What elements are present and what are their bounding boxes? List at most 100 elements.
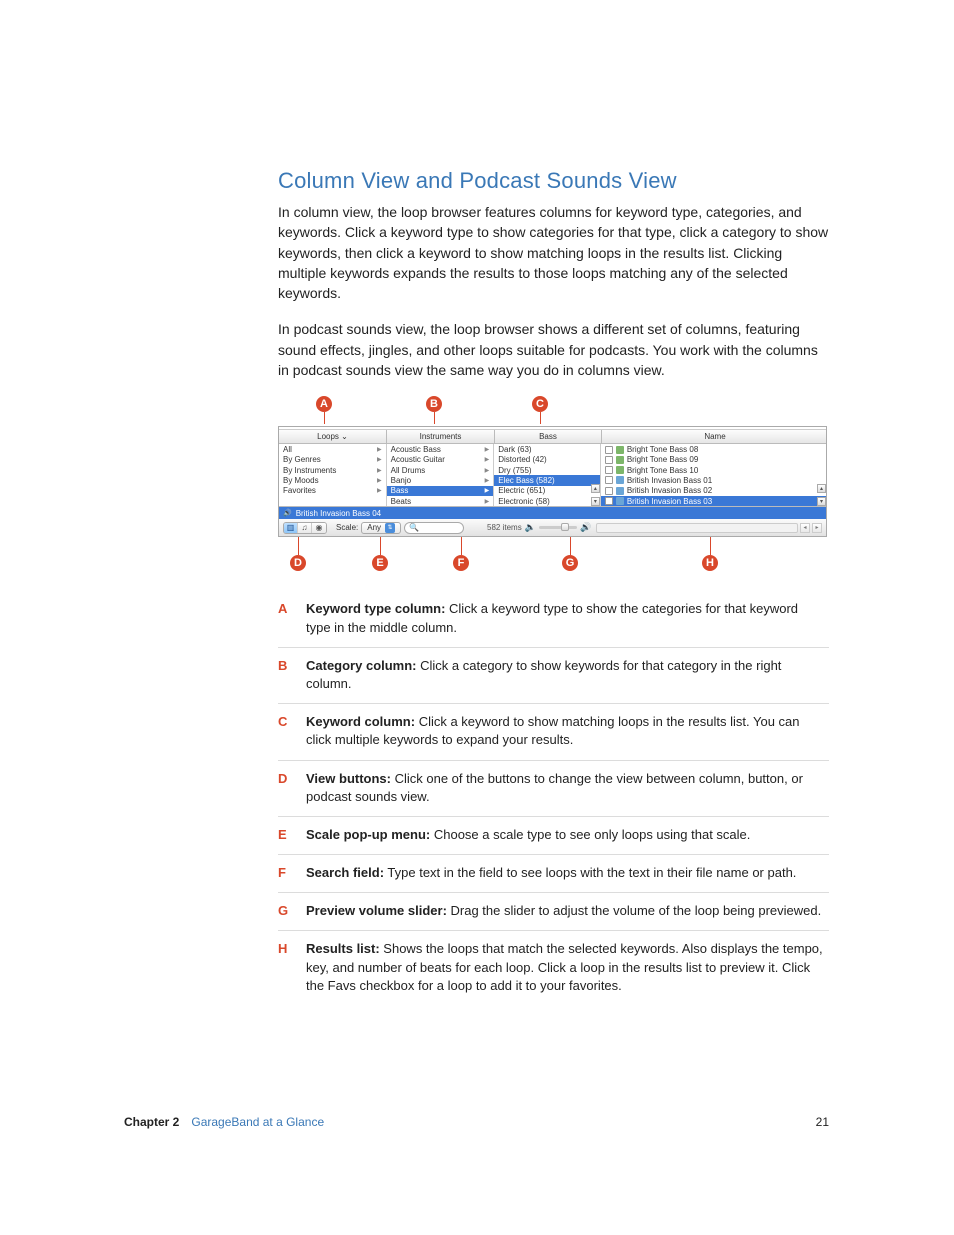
table-row[interactable]: Bright Tone Bass 08 [601, 444, 826, 454]
legend-list: A Keyword type column: Click a keyword ty… [278, 591, 829, 1005]
loop-browser: Loops ⌄InstrumentsBassName All▶By Genres… [278, 426, 827, 537]
loop-name: Bright Tone Bass 10 [627, 466, 698, 475]
list-item[interactable]: Beats▶ [387, 496, 494, 506]
callout-badge-b: B [426, 396, 442, 412]
legend-row: A Keyword type column: Click a keyword ty… [278, 591, 829, 647]
table-row[interactable]: Bright Tone Bass 10 [601, 465, 826, 475]
category-column[interactable]: Acoustic Bass▶Acoustic Guitar▶All Drums▶… [387, 444, 495, 506]
column-header-loops[interactable]: Loops ⌄ [279, 430, 387, 443]
legend-row: EScale pop-up menu: Choose a scale type … [278, 817, 829, 855]
legend-letter: A [278, 600, 292, 636]
list-item[interactable]: Acoustic Bass▶ [387, 444, 494, 454]
hscroll-left[interactable]: ◂ [800, 523, 810, 533]
column-header-instruments[interactable]: Instruments [387, 430, 495, 443]
legend-row: BCategory column: Click a category to sh… [278, 648, 829, 704]
legend-letter: F [278, 864, 292, 882]
table-row[interactable]: British Invasion Bass 03 [601, 496, 826, 506]
keyword-column[interactable]: Dark (63)Distorted (42)Dry (755)Elec Bas… [494, 444, 601, 506]
loop-name: British Invasion Bass 02 [627, 486, 712, 495]
column-header-name[interactable]: Name [602, 430, 828, 443]
callout-badge-h: H [702, 555, 718, 571]
list-item[interactable]: Dry (755) [494, 465, 600, 475]
loop-type-icon [616, 497, 624, 505]
table-row[interactable]: British Invasion Bass 02 [601, 486, 826, 496]
legend-text: Search field: Type text in the field to … [306, 864, 796, 882]
preview-volume-slider[interactable] [539, 526, 577, 529]
loop-name: Bright Tone Bass 09 [627, 455, 698, 464]
search-icon: 🔍 [409, 523, 419, 532]
results-list[interactable]: Bright Tone Bass 08Bright Tone Bass 09 Br… [601, 444, 826, 506]
hscroll-track[interactable] [596, 523, 798, 533]
loop-browser-figure: A B C Loops ⌄InstrumentsBassName All▶By Ge… [278, 396, 829, 571]
list-item[interactable]: All Drums▶ [387, 465, 494, 475]
list-item[interactable]: Banjo▶ [387, 475, 494, 485]
preview-row[interactable]: 🔊 British Invasion Bass 04 [279, 507, 826, 519]
list-item[interactable]: Elec Bass (582) [494, 475, 600, 485]
scroll-down-button[interactable]: ▾ [591, 497, 600, 506]
loop-type-icon [616, 487, 624, 495]
legend-text: Keyword type column: Click a keyword typ… [306, 600, 825, 636]
chevron-updown-icon: ⇅ [385, 523, 395, 533]
legend-row: F Search field: Type text in the field to… [278, 855, 829, 893]
favorite-checkbox[interactable] [605, 456, 613, 464]
speaker-icon: 🔊 [283, 509, 292, 517]
callout-badge-c: C [532, 396, 548, 412]
loop-name: British Invasion Bass 03 [627, 497, 712, 506]
legend-letter: D [278, 770, 292, 806]
favorite-checkbox[interactable] [605, 497, 613, 505]
browser-footer: ▥ ♫ ◉ Scale: Any ⇅ 🔍 582 items 🔈 🔊 [279, 519, 826, 536]
legend-letter: B [278, 657, 292, 693]
legend-text: Preview volume slider: Drag the slider t… [306, 902, 821, 920]
search-input[interactable]: 🔍 [404, 522, 464, 534]
callout-badge-f: F [453, 555, 469, 571]
list-item[interactable]: Distorted (42) [494, 455, 600, 465]
scroll-up-button[interactable]: ▴ [591, 484, 600, 493]
keyword-type-column[interactable]: All▶By Genres▶By Instruments▶By Moods▶Fa… [279, 444, 387, 506]
list-item[interactable]: Bass▶ [387, 486, 494, 496]
favorite-checkbox[interactable] [605, 446, 613, 454]
favorite-checkbox[interactable] [605, 476, 613, 484]
legend-text: Results list: Shows the loops that match… [306, 940, 825, 995]
callout-badge-e: E [372, 555, 388, 571]
legend-row: HResults list: Shows the loops that matc… [278, 931, 829, 1005]
loop-type-icon [616, 446, 624, 454]
page-footer: Chapter 2 GarageBand at a Glance 21 [124, 1115, 829, 1129]
scroll-up-button[interactable]: ▴ [817, 484, 826, 493]
scale-value: Any [367, 523, 381, 532]
list-item[interactable]: Dark (63) [494, 444, 600, 454]
view-buttons[interactable]: ▥ ♫ ◉ [283, 522, 327, 534]
volume-high-icon: 🔊 [580, 522, 591, 533]
list-item[interactable]: Favorites▶ [279, 486, 386, 496]
view-btn-music[interactable]: ♫ [298, 523, 312, 533]
list-item[interactable]: By Instruments▶ [279, 465, 386, 475]
table-row[interactable]: British Invasion Bass 01 [601, 475, 826, 485]
list-item[interactable]: By Moods▶ [279, 475, 386, 485]
loop-type-icon [616, 476, 624, 484]
callout-badge-a: A [316, 396, 332, 412]
legend-letter: G [278, 902, 292, 920]
scroll-down-button[interactable]: ▾ [817, 497, 826, 506]
list-item[interactable]: All▶ [279, 444, 386, 454]
table-row[interactable]: Bright Tone Bass 09 [601, 455, 826, 465]
favorite-checkbox[interactable] [605, 487, 613, 495]
view-btn-podcast[interactable]: ◉ [312, 523, 326, 533]
loop-name: British Invasion Bass 01 [627, 476, 712, 485]
legend-row: CKeyword column: Click a keyword to show… [278, 704, 829, 760]
view-btn-column[interactable]: ▥ [284, 523, 298, 533]
scale-popup[interactable]: Any ⇅ [361, 522, 401, 534]
hscroll-right[interactable]: ▸ [812, 523, 822, 533]
loop-name: Bright Tone Bass 08 [627, 445, 698, 454]
paragraph-2: In podcast sounds view, the loop browser… [278, 319, 829, 380]
loop-type-icon [616, 466, 624, 474]
list-item[interactable]: Electric (651) [494, 486, 600, 496]
list-item[interactable]: Acoustic Guitar▶ [387, 455, 494, 465]
section-title: Column View and Podcast Sounds View [278, 168, 829, 194]
favorite-checkbox[interactable] [605, 466, 613, 474]
legend-row: DView buttons: Click one of the buttons … [278, 761, 829, 817]
legend-row: G Preview volume slider: Drag the slider … [278, 893, 829, 931]
list-item[interactable]: Electronic (58) [494, 496, 600, 506]
list-item[interactable]: By Genres▶ [279, 455, 386, 465]
column-header-bass[interactable]: Bass [495, 430, 602, 443]
callout-badge-d: D [290, 555, 306, 571]
legend-text: Scale pop-up menu: Choose a scale type t… [306, 826, 750, 844]
